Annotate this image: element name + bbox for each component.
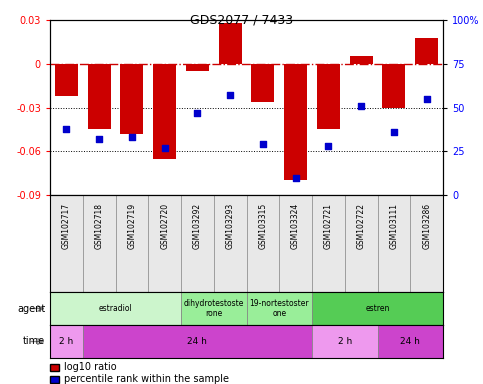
Text: GSM103292: GSM103292 (193, 203, 202, 249)
Bar (186, 64, 209, 71)
Text: 2 h: 2 h (59, 337, 73, 346)
Text: agent: agent (17, 303, 45, 313)
Text: GSM102719: GSM102719 (128, 203, 136, 249)
Point (357, 103, 365, 109)
Text: estren: estren (365, 304, 390, 313)
Point (325, 143, 332, 149)
Bar (87, 64, 111, 129)
Bar (55, 64, 78, 96)
Text: percentile rank within the sample: percentile rank within the sample (64, 374, 228, 384)
Text: log10 ratio: log10 ratio (64, 362, 116, 372)
Point (194, 110, 201, 116)
Text: 2 h: 2 h (338, 337, 352, 346)
Text: GDS2077 / 7433: GDS2077 / 7433 (190, 13, 293, 26)
Text: 24 h: 24 h (400, 337, 420, 346)
FancyBboxPatch shape (246, 292, 312, 325)
FancyBboxPatch shape (312, 292, 443, 325)
Point (423, 96, 430, 102)
Bar (284, 64, 307, 180)
Bar (383, 64, 405, 108)
FancyBboxPatch shape (50, 292, 181, 325)
FancyBboxPatch shape (181, 292, 246, 325)
Text: GSM102721: GSM102721 (324, 203, 333, 249)
FancyBboxPatch shape (312, 325, 378, 358)
Bar (415, 38, 438, 64)
Point (259, 141, 267, 147)
Point (95, 136, 103, 142)
Text: dihydrotestoste
rone: dihydrotestoste rone (184, 299, 244, 318)
Text: 19-nortestoster
one: 19-nortestoster one (249, 299, 309, 318)
FancyBboxPatch shape (83, 325, 312, 358)
Bar (317, 64, 340, 129)
Point (128, 134, 136, 140)
Text: GSM103293: GSM103293 (226, 203, 235, 249)
FancyBboxPatch shape (50, 325, 83, 358)
Text: GSM103111: GSM103111 (389, 203, 398, 249)
Point (226, 92, 234, 98)
Point (161, 145, 169, 151)
Text: GSM103286: GSM103286 (422, 203, 431, 249)
Text: GSM102718: GSM102718 (95, 203, 104, 249)
Bar (120, 64, 143, 134)
Text: time: time (23, 336, 45, 346)
Bar (350, 56, 372, 64)
Bar (252, 64, 274, 102)
Text: GSM102717: GSM102717 (62, 203, 71, 249)
Text: estradiol: estradiol (99, 304, 132, 313)
Point (292, 174, 299, 180)
Point (62, 126, 70, 132)
Text: GSM102720: GSM102720 (160, 203, 169, 249)
Point (390, 129, 398, 135)
Text: 24 h: 24 h (187, 337, 207, 346)
Bar (153, 64, 176, 159)
Bar (219, 23, 242, 64)
Text: GSM103324: GSM103324 (291, 203, 300, 249)
Text: GSM103315: GSM103315 (258, 203, 268, 249)
Text: GSM102722: GSM102722 (356, 203, 366, 249)
FancyBboxPatch shape (378, 325, 443, 358)
